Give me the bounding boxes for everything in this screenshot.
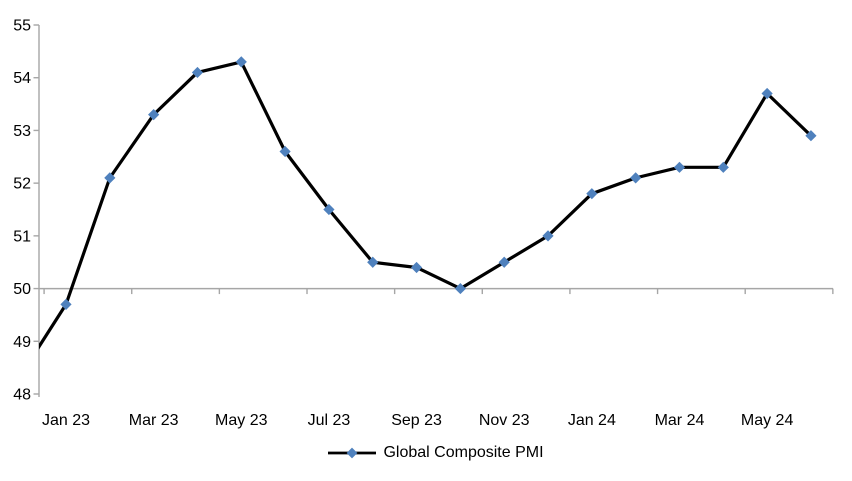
y-axis-tick-label: 52: [13, 176, 31, 193]
x-axis-tick-label: Jul 23: [308, 412, 351, 429]
x-axis-tick-label: Mar 24: [655, 412, 705, 429]
data-point-marker: [498, 256, 510, 268]
data-point-marker: [235, 56, 247, 68]
data-point-marker: [104, 172, 116, 184]
data-point-marker: [60, 298, 72, 310]
data-point-marker: [673, 161, 686, 173]
x-axis-tick-label: Mar 23: [129, 412, 179, 429]
data-point-marker: [542, 230, 554, 242]
legend-line-marker-icon: [328, 447, 377, 459]
x-axis-tick-label: May 23: [215, 412, 268, 429]
data-point-marker: [717, 161, 729, 173]
y-axis-tick-label: 55: [13, 18, 31, 35]
data-point-marker: [367, 256, 379, 268]
plot-area: 55 54 53 52 51 50 49 48 Jan 23 Mar 23 May 23 Jul 23…: [13, 18, 834, 429]
y-axis-tick-label: 48: [13, 387, 31, 404]
y-axis-tick-label: 49: [13, 334, 31, 351]
legend: Global Composite PMI: [39, 441, 833, 465]
x-axis-tick-label: Nov 23: [479, 412, 530, 429]
legend-diamond-icon: [347, 447, 358, 459]
x-axis-tick-label: May 24: [741, 412, 794, 429]
data-point-marker: [410, 261, 423, 274]
data-point-marker: [630, 172, 642, 184]
x-axis-tick-label: Jan 23: [42, 412, 90, 429]
data-point-marker: [323, 203, 335, 216]
x-axis-tick-label: Jan 24: [568, 412, 616, 429]
y-axis-tick-label: 50: [13, 281, 31, 298]
data-point-marker: [191, 66, 204, 79]
data-point-marker: [586, 188, 598, 200]
series-line: [39, 60, 813, 350]
data-point-marker: [805, 130, 817, 142]
y-axis-tick-label: 53: [13, 123, 31, 140]
data-point-marker: [454, 282, 466, 295]
x-axis-tick-label: Sep 23: [391, 412, 442, 429]
data-point-marker: [148, 109, 160, 121]
legend-label: Global Composite PMI: [383, 444, 544, 461]
y-axis-tick-label: 51: [13, 228, 31, 245]
y-axis-tick-label: 54: [13, 70, 31, 87]
data-point-marker: [761, 87, 773, 100]
data-point-marker: [279, 145, 291, 158]
